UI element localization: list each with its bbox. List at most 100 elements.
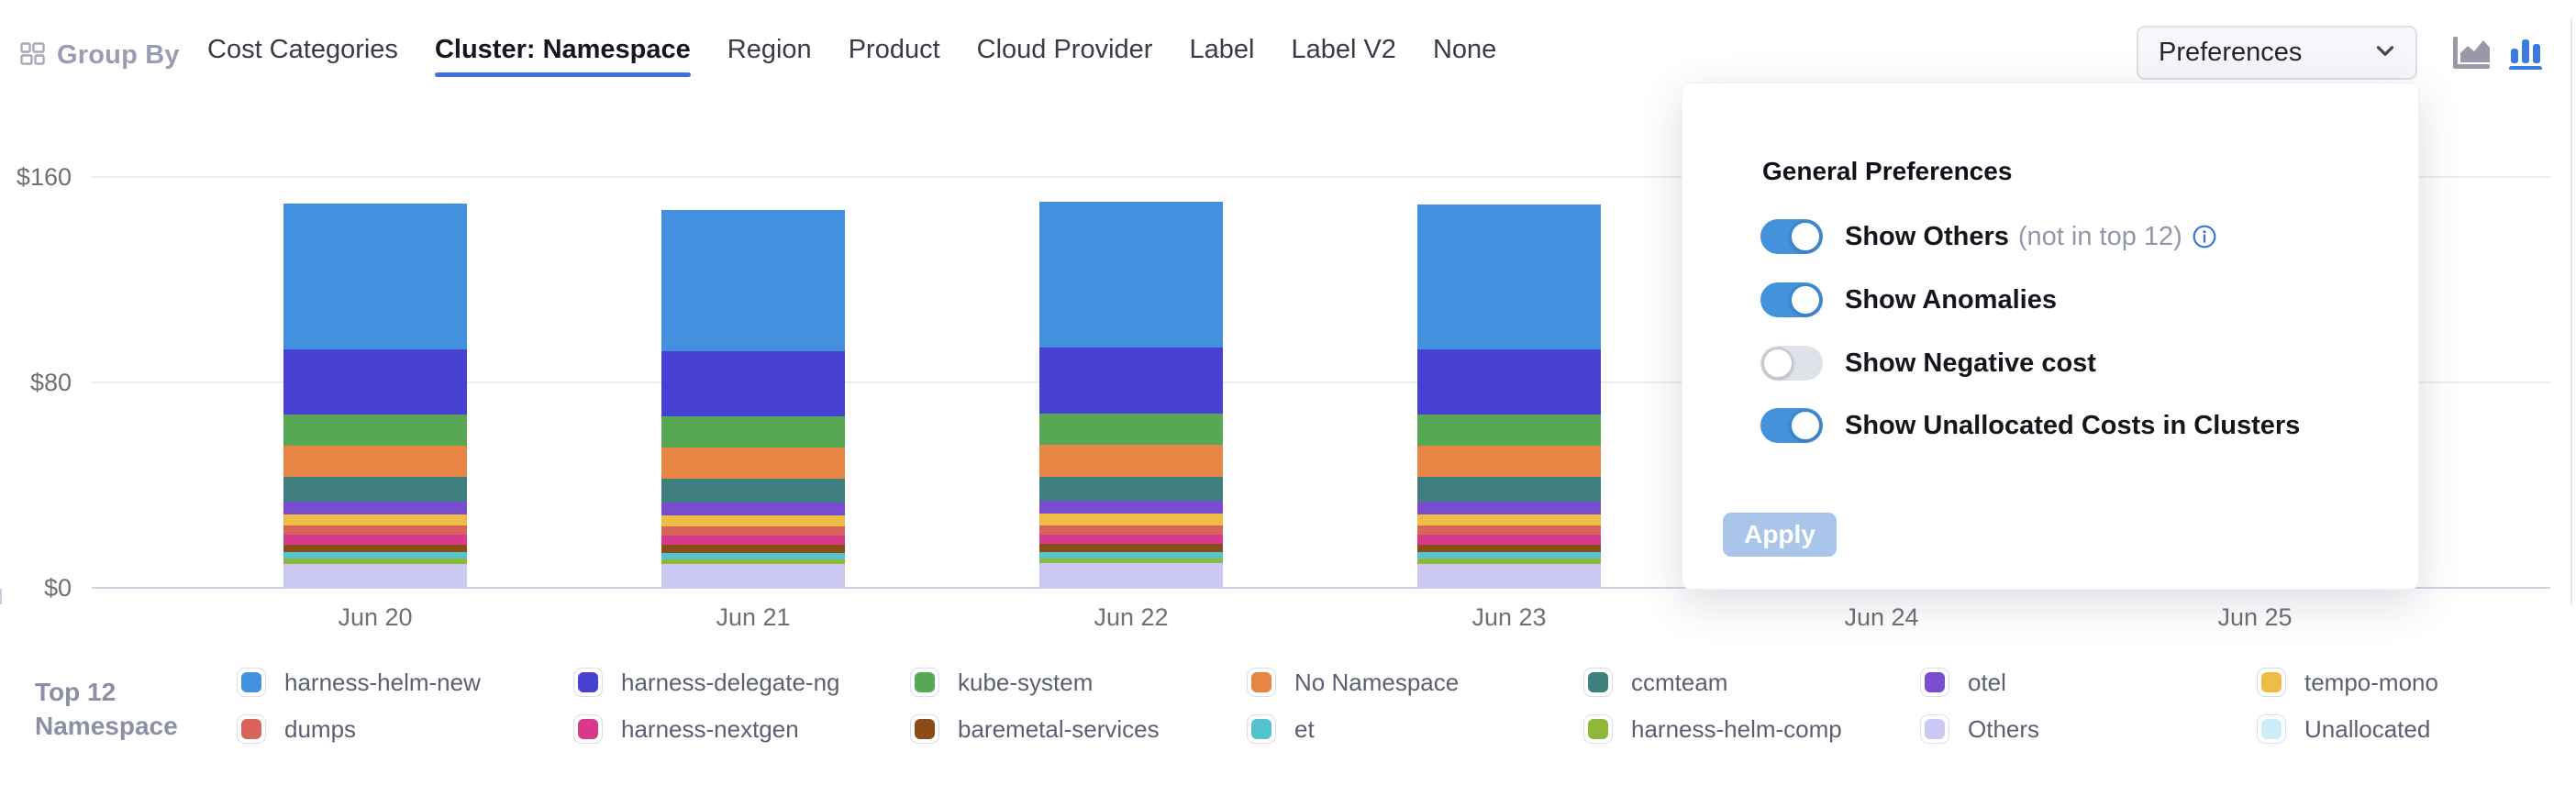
bar-segment-others[interactable] — [1417, 563, 1601, 588]
bar-segment-harness-helm-new[interactable] — [1039, 201, 1223, 348]
bar-segment-et[interactable] — [1039, 552, 1223, 559]
stacked-bar-jun-23[interactable] — [1417, 205, 1601, 588]
legend-item-harness-helm-new[interactable]: harness-helm-new — [237, 668, 573, 697]
bar-segment-otel[interactable] — [1417, 501, 1601, 514]
stacked-bar-jun-22[interactable] — [1039, 201, 1223, 588]
legend-item-et[interactable]: et — [1247, 714, 1583, 744]
bar-segment-harness-helm-new[interactable] — [1417, 205, 1601, 349]
bar-segment-kube-system[interactable] — [661, 416, 845, 448]
bar-segment-harness-helm-new[interactable] — [283, 204, 467, 349]
bar-segment-others[interactable] — [661, 564, 845, 588]
legend-item-dumps[interactable]: dumps — [237, 714, 573, 744]
bar-segment-others[interactable] — [283, 563, 467, 588]
stacked-bar-jun-20[interactable] — [283, 204, 467, 588]
preferences-button-label: Preferences — [2159, 38, 2303, 67]
bar-segment-harness-nextgen[interactable] — [283, 535, 467, 545]
tab-cost-categories[interactable]: Cost Categories — [207, 35, 398, 64]
tab-cloud-provider[interactable]: Cloud Provider — [976, 35, 1153, 64]
bar-segment-kube-system[interactable] — [1039, 414, 1223, 446]
preferences-dropdown-button[interactable]: Preferences — [2137, 26, 2417, 80]
tab-label[interactable]: Label — [1189, 35, 1255, 64]
bar-segment-tempo-mono[interactable] — [1417, 514, 1601, 525]
legend-item-baremetal-services[interactable]: baremetal-services — [910, 714, 1247, 744]
bar-segment-otel[interactable] — [1039, 501, 1223, 514]
bar-segment-dumps[interactable] — [283, 525, 467, 536]
info-icon[interactable] — [2192, 224, 2217, 249]
legend-item-ccmteam[interactable]: ccmteam — [1583, 668, 1920, 697]
group-by-tabs: Cost Categories Cluster: Namespace Regio… — [207, 35, 1496, 77]
show-unallocated-costs-toggle[interactable] — [1760, 408, 1823, 443]
bar-segment-tempo-mono[interactable] — [661, 514, 845, 526]
bar-segment-baremetal-services[interactable] — [1039, 544, 1223, 553]
tab-product[interactable]: Product — [848, 35, 940, 64]
tab-cluster-namespace[interactable]: Cluster: Namespace — [434, 35, 691, 77]
legend-item-no-namespace[interactable]: No Namespace — [1247, 668, 1583, 697]
bar-segment-no-namespace[interactable] — [1039, 445, 1223, 477]
legend-item-kube-system[interactable]: kube-system — [910, 668, 1247, 697]
bar-segment-no-namespace[interactable] — [661, 447, 845, 479]
bar-segment-kube-system[interactable] — [283, 415, 467, 447]
show-negative-cost-toggle[interactable] — [1760, 346, 1823, 381]
bar-segment-others[interactable] — [1039, 563, 1223, 588]
bar-segment-et[interactable] — [283, 552, 467, 559]
bar-segment-baremetal-services[interactable] — [283, 544, 467, 553]
area-chart-icon[interactable] — [2453, 37, 2492, 74]
bar-segment-harness-helm-comp[interactable] — [283, 558, 467, 564]
legend-item-harness-delegate-ng[interactable]: harness-delegate-ng — [573, 668, 910, 697]
bar-segment-ccmteam[interactable] — [283, 477, 467, 502]
stacked-bar-jun-21[interactable] — [661, 209, 845, 588]
show-anomalies-toggle[interactable] — [1760, 282, 1823, 317]
bar-segment-harness-nextgen[interactable] — [1417, 535, 1601, 545]
bar-segment-harness-helm-new[interactable] — [661, 209, 845, 351]
bar-segment-et[interactable] — [661, 552, 845, 559]
bar-segment-baremetal-services[interactable] — [661, 545, 845, 553]
legend-item-harness-helm-comp[interactable]: harness-helm-comp — [1583, 714, 1920, 744]
legend-item-others[interactable]: Others — [1920, 714, 2257, 744]
tab-label-v2[interactable]: Label V2 — [1291, 35, 1396, 64]
pref-row-show-others: Show Others (not in top 12) — [1760, 219, 2217, 254]
chart-legend: harness-helm-new dumps harness-delegate-… — [237, 668, 2576, 744]
pref-row-label: Show Negative cost — [1845, 348, 2096, 378]
legend-item-tempo-mono[interactable]: tempo-mono — [2257, 668, 2576, 697]
show-others-toggle[interactable] — [1760, 219, 1823, 254]
apply-button[interactable]: Apply — [1723, 513, 1837, 557]
legend-item-harness-nextgen[interactable]: harness-nextgen — [573, 714, 910, 744]
bar-segment-no-namespace[interactable] — [1417, 446, 1601, 478]
tab-none[interactable]: None — [1432, 35, 1497, 64]
bar-segment-kube-system[interactable] — [1417, 415, 1601, 447]
bar-segment-harness-nextgen[interactable] — [1039, 535, 1223, 545]
x-axis-label: Jun 21 — [716, 603, 791, 631]
legend-item-unallocated[interactable]: Unallocated — [2257, 714, 2576, 744]
group-by-control: Group By — [20, 40, 180, 71]
bar-segment-et[interactable] — [1417, 552, 1601, 559]
bar-segment-harness-helm-comp[interactable] — [1039, 558, 1223, 564]
gridline-80 — [92, 381, 2550, 383]
bar-segment-no-namespace[interactable] — [283, 446, 467, 478]
bar-segment-tempo-mono[interactable] — [283, 514, 467, 525]
pref-row-show-anomalies: Show Anomalies — [1760, 282, 2066, 317]
bar-segment-harness-delegate-ng[interactable] — [1039, 348, 1223, 415]
bar-segment-dumps[interactable] — [661, 525, 845, 536]
bar-segment-baremetal-services[interactable] — [1417, 544, 1601, 553]
pref-row-show-negative-cost: Show Negative cost — [1760, 346, 2105, 381]
bar-segment-otel[interactable] — [283, 501, 467, 514]
bar-segment-harness-nextgen[interactable] — [661, 535, 845, 546]
tab-region[interactable]: Region — [727, 35, 812, 64]
x-axis-label: Jun 23 — [1471, 603, 1547, 631]
bar-segment-harness-delegate-ng[interactable] — [1417, 348, 1601, 415]
bar-segment-ccmteam[interactable] — [661, 478, 845, 503]
legend-item-otel[interactable]: otel — [1920, 668, 2257, 697]
bar-segment-dumps[interactable] — [1417, 525, 1601, 536]
bar-segment-ccmteam[interactable] — [1039, 476, 1223, 502]
bar-segment-tempo-mono[interactable] — [1039, 514, 1223, 525]
bar-segment-dumps[interactable] — [1039, 525, 1223, 536]
bar-segment-harness-delegate-ng[interactable] — [661, 350, 845, 417]
legend-swatch — [1920, 714, 1949, 744]
bar-segment-otel[interactable] — [661, 502, 845, 515]
bar-segment-harness-helm-comp[interactable] — [1417, 558, 1601, 564]
bar-segment-harness-helm-comp[interactable] — [661, 558, 845, 564]
bar-chart-icon[interactable] — [2508, 35, 2543, 74]
bar-segment-ccmteam[interactable] — [1417, 477, 1601, 502]
bar-segment-harness-delegate-ng[interactable] — [283, 348, 467, 415]
